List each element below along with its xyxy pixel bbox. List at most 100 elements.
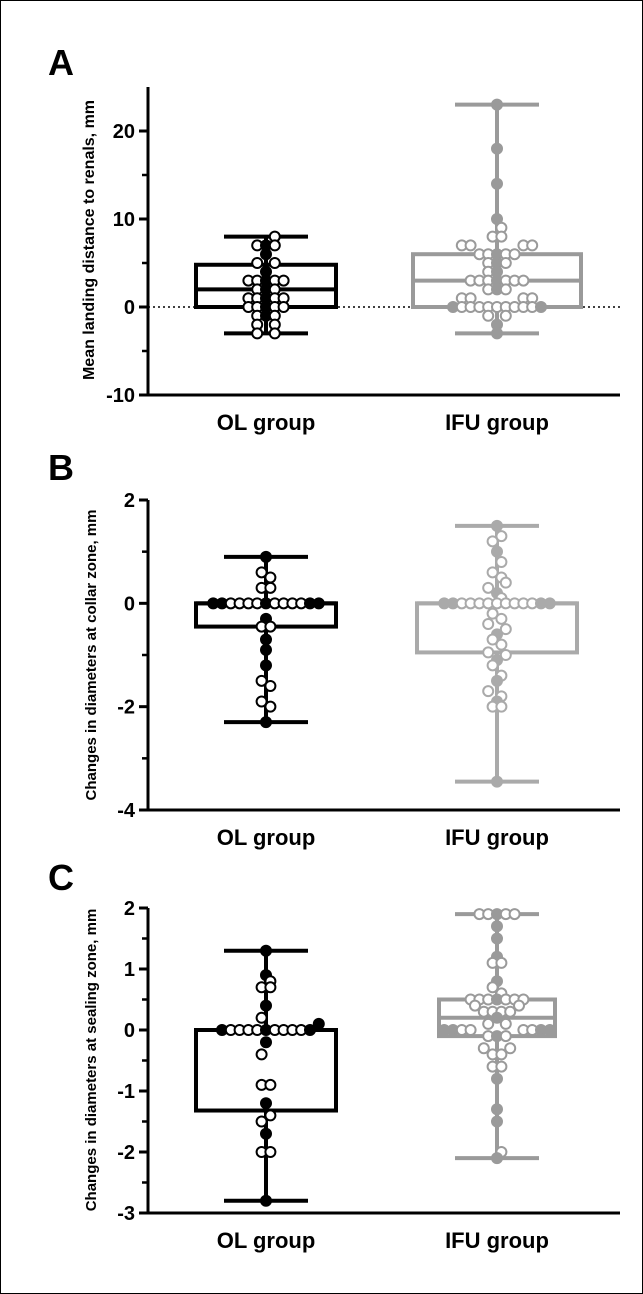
y-tick-label: 20: [113, 121, 135, 143]
panel-label: C: [48, 857, 74, 898]
data-point: [491, 1152, 503, 1165]
data-point: [495, 556, 508, 568]
data-point: [304, 1024, 316, 1036]
group-ifu: IFU group: [437, 908, 557, 1253]
panel-c: C -3 -2 -1 0 1 2 Changes in diameters at sealin…: [48, 857, 620, 1253]
data-point: [260, 1194, 272, 1207]
data-point: [255, 1011, 268, 1024]
data-point: [491, 545, 503, 558]
data-point: [495, 1060, 508, 1073]
data-point: [495, 700, 508, 713]
data-point: [486, 659, 499, 672]
group-ol: OL group: [194, 550, 338, 850]
x-tick-label: OL group: [217, 410, 316, 435]
data-point: [535, 301, 547, 313]
data-point: [464, 1024, 477, 1036]
y-tick-label: -1: [117, 1081, 135, 1103]
panel-label: B: [48, 447, 74, 488]
y-axis-label: Mean landing distance to renals, mm: [81, 100, 98, 380]
data-point: [260, 248, 272, 261]
data-point: [499, 649, 512, 661]
data-point: [499, 283, 512, 296]
data-point: [482, 309, 495, 322]
data-point: [508, 248, 521, 261]
data-point: [491, 519, 503, 532]
y-tick-label: -2: [117, 697, 135, 719]
data-point: [260, 633, 272, 646]
data-point: [260, 550, 272, 563]
data-point: [264, 981, 277, 994]
data-point: [491, 142, 503, 155]
data-point: [482, 618, 495, 630]
data-point: [268, 327, 281, 340]
data-point: [264, 680, 277, 692]
y-tick-label: 1: [124, 959, 135, 981]
data-point: [491, 775, 503, 788]
y-tick-label: 10: [113, 209, 135, 231]
data-point: [495, 230, 508, 243]
data-point: [486, 633, 499, 646]
data-point: [260, 716, 272, 729]
data-point: [486, 981, 499, 994]
data-point: [499, 623, 512, 636]
panel-label: A: [48, 42, 74, 83]
data-point: [486, 535, 499, 548]
data-point: [268, 257, 281, 269]
data-point: [508, 908, 521, 921]
data-point: [499, 1017, 512, 1030]
data-point: [495, 956, 508, 969]
data-point: [482, 1017, 495, 1030]
data-point: [264, 1078, 277, 1091]
data-point: [482, 581, 495, 594]
data-point: [260, 1036, 272, 1049]
data-point: [543, 1024, 556, 1036]
data-point: [477, 1042, 490, 1055]
data-point: [464, 239, 477, 252]
data-point: [255, 566, 268, 579]
data-point: [482, 646, 495, 659]
data-point: [495, 638, 508, 651]
data-point: [251, 257, 264, 269]
data-point: [491, 932, 503, 945]
y-tick-label: 0: [124, 1020, 135, 1042]
data-point: [264, 700, 277, 713]
group-ol: OL group: [194, 944, 338, 1253]
group-ol: OL group: [194, 230, 338, 435]
data-point: [264, 1146, 277, 1158]
data-point: [260, 643, 272, 656]
data-point: [504, 1005, 517, 1018]
data-point: [491, 1011, 503, 1024]
data-point: [495, 1048, 508, 1061]
data-point: [491, 98, 503, 111]
data-point: [268, 239, 281, 252]
y-tick-label: 2: [124, 898, 135, 920]
data-point: [491, 1103, 503, 1116]
data-point: [486, 566, 499, 579]
data-point: [277, 301, 290, 313]
x-tick-label: IFU group: [445, 410, 549, 435]
data-point: [495, 612, 508, 625]
y-tick-label: -4: [117, 800, 136, 822]
data-point: [499, 257, 512, 269]
y-tick-label: -2: [117, 1142, 135, 1164]
data-point: [482, 685, 495, 698]
data-point: [469, 999, 481, 1012]
y-tick-label: -3: [117, 1203, 135, 1225]
data-point: [312, 1017, 325, 1030]
data-point: [312, 597, 325, 610]
y-axis-label: Changes in diameters at sealing zone, mm: [83, 909, 100, 1212]
y-tick-label: 0: [124, 297, 135, 319]
x-tick-label: OL group: [217, 1228, 316, 1253]
data-point: [491, 1072, 503, 1085]
data-point: [264, 581, 277, 594]
data-point: [491, 177, 503, 190]
x-tick-label: IFU group: [445, 825, 549, 850]
data-point: [526, 239, 539, 252]
panel-a: A -10 0 10 20 Mean landing distance to renals…: [48, 42, 620, 435]
y-axis-label: Changes in diameters at collar zone, mm: [83, 510, 100, 801]
data-point: [543, 597, 556, 610]
x-tick-label: OL group: [217, 825, 316, 850]
group-ifu: IFU group: [415, 519, 579, 850]
data-point: [491, 920, 503, 933]
